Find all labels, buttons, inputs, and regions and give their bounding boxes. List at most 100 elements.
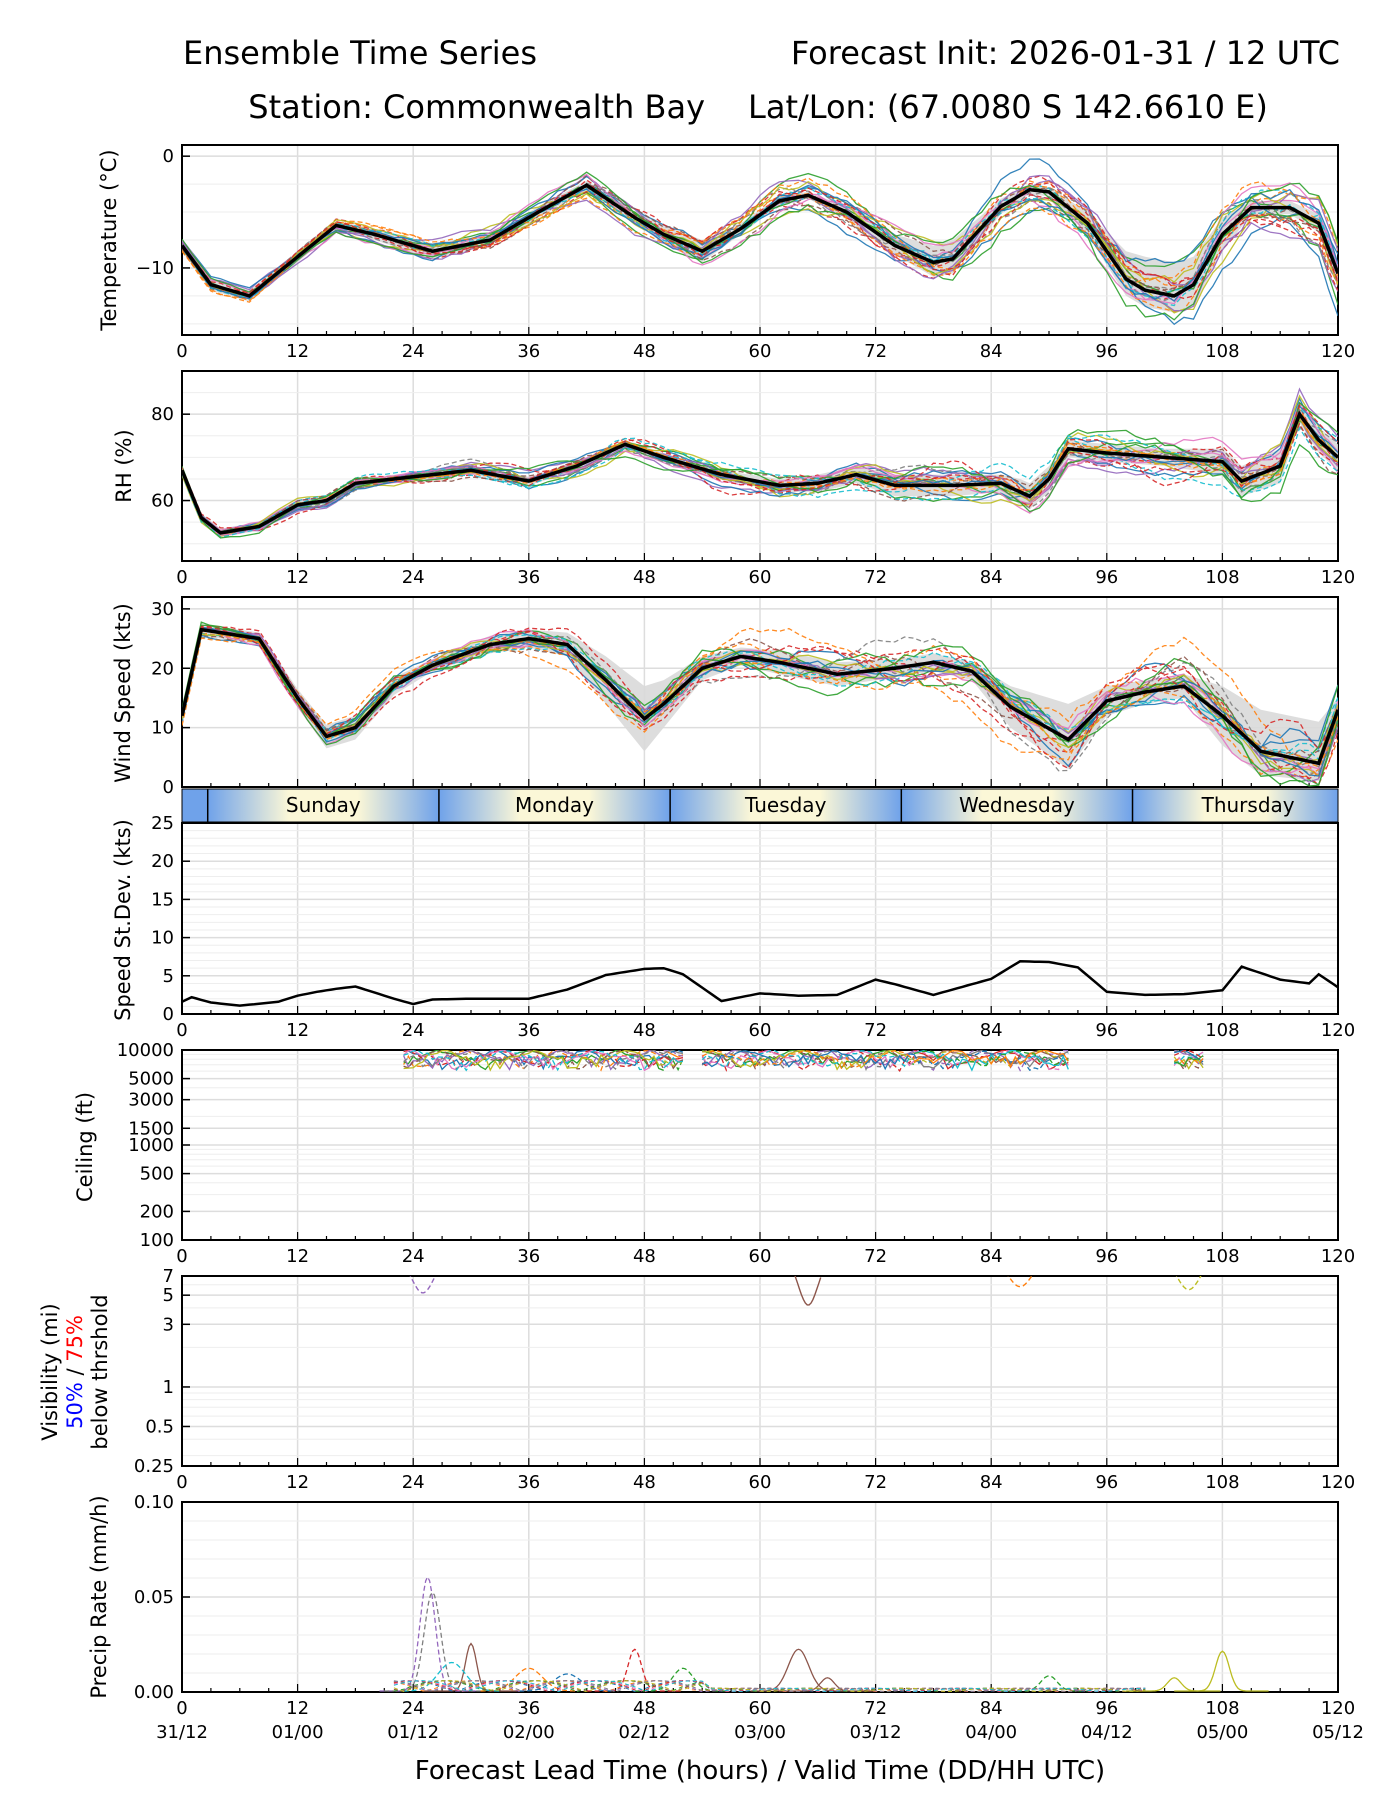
xticklabels-0: 0 12 24 36 48 60 72 84 96 108 120 xyxy=(176,341,1355,362)
stdev-line xyxy=(182,960,1338,1007)
xtick-label: 36 xyxy=(517,1246,540,1267)
xtick-label: 108 xyxy=(1205,1698,1239,1719)
xtick-label: 96 xyxy=(1095,1472,1118,1493)
ensemble-member-line xyxy=(182,404,1338,533)
ceiling-member-line xyxy=(403,1050,665,1071)
ceiling-member-line xyxy=(663,1060,684,1067)
ytick-label: 5 xyxy=(163,1285,174,1306)
xtick-label: 48 xyxy=(633,1246,656,1267)
xtick-label: 72 xyxy=(864,1020,887,1041)
xtick-label: 96 xyxy=(1095,1698,1118,1719)
ensemble-member-line xyxy=(182,415,1338,533)
ceiling-member-line xyxy=(1174,1056,1204,1071)
precip-member-line xyxy=(384,1591,481,1692)
xtick-label: 84 xyxy=(980,1698,1003,1719)
ceiling-member-line xyxy=(913,1050,1069,1067)
panel-frame xyxy=(181,596,1339,788)
valid-time-label: 03/12 xyxy=(850,1722,902,1743)
xtick-label: 60 xyxy=(749,1698,772,1719)
ensemble-member-line xyxy=(182,627,1338,779)
xtick-label: 60 xyxy=(749,1472,772,1493)
ensemble-mean-line xyxy=(182,410,1338,535)
xtick-label: 108 xyxy=(1205,567,1239,588)
xtick-label: 24 xyxy=(402,341,425,362)
xtick-label: 108 xyxy=(1205,1020,1239,1041)
ytick-label: 200 xyxy=(140,1201,174,1222)
day-band-segment xyxy=(901,789,1133,822)
precip-member-line xyxy=(1174,1650,1269,1692)
ytick-label: 100 xyxy=(140,1230,174,1251)
xtick-label: 36 xyxy=(517,341,540,362)
xtick-label: 96 xyxy=(1095,1246,1118,1267)
xtick-label: 24 xyxy=(402,1020,425,1041)
valid-time-label: 01/12 xyxy=(387,1722,439,1743)
ceiling-member-line xyxy=(701,1050,915,1071)
xtick-label: 120 xyxy=(1321,1472,1355,1493)
xtick-label: 48 xyxy=(633,567,656,588)
ceiling-member-line xyxy=(402,1050,664,1071)
ceiling-member-line xyxy=(663,1050,684,1058)
valid-time-label: 04/00 xyxy=(965,1722,1017,1743)
xtick-label: 72 xyxy=(864,567,887,588)
ytick-label: 0.10 xyxy=(134,1492,174,1513)
panel-frame xyxy=(181,1275,1339,1467)
series-layer-temperature xyxy=(182,158,1338,326)
ceiling-member-line xyxy=(913,1050,1069,1072)
precip-member-line xyxy=(393,1680,1146,1692)
xtick-label: 12 xyxy=(286,1020,309,1041)
panel-visibility: 0.25 0.5 1 3 57 xyxy=(134,1266,1339,1477)
ytick-label: 15 xyxy=(151,889,174,910)
ytick-label: 0.5 xyxy=(145,1416,174,1437)
xtick-label: 120 xyxy=(1321,1020,1355,1041)
title-right-line2: Lat/Lon: (67.0080 S 142.6610 E) xyxy=(748,88,1268,126)
xticklabels-3: 0 12 24 36 48 60 72 84 96 108 120 xyxy=(176,1020,1355,1041)
xtick-label: 24 xyxy=(402,1472,425,1493)
ensemble-member-line xyxy=(182,635,1338,775)
xtick-label: 84 xyxy=(980,1246,1003,1267)
xtick-label: 120 xyxy=(1321,1698,1355,1719)
ceiling-member-line xyxy=(663,1056,684,1069)
precip-member-line xyxy=(750,1648,845,1692)
series-layer-ceiling xyxy=(402,1050,1204,1073)
ytick-label: 25 xyxy=(151,813,174,834)
ytick-label: −10 xyxy=(136,258,174,279)
xticklabels-5: 0 12 24 36 48 60 72 84 96 108 120 xyxy=(176,1472,1355,1493)
ylabel-ceiling: Ceiling (ft) xyxy=(73,1092,97,1202)
xtick-label: 0 xyxy=(176,1020,187,1041)
xtick-label: 72 xyxy=(864,1472,887,1493)
series-layer-precip xyxy=(379,1575,1269,1692)
xtick-label: 84 xyxy=(980,567,1003,588)
ceiling-member-line xyxy=(403,1050,665,1070)
ceiling-member-line xyxy=(403,1050,665,1072)
ensemble-member-line xyxy=(182,426,1338,538)
ensemble-member-line xyxy=(182,627,1338,770)
day-label: Monday xyxy=(515,793,594,817)
day-band-segment xyxy=(670,789,902,822)
visibility-member-line xyxy=(1175,1276,1202,1291)
xtick-label: 108 xyxy=(1205,1246,1239,1267)
ytick-label: 0.05 xyxy=(134,1587,174,1608)
ylabel-wind-speed: Wind Speed (kts) xyxy=(111,603,135,783)
ylabel-visibility-line1: Visibility (mi) xyxy=(38,1303,62,1440)
xtick-label: 12 xyxy=(286,341,309,362)
valid-time-label: 02/12 xyxy=(618,1722,670,1743)
visibility-member-line xyxy=(1007,1276,1033,1288)
day-band-segment xyxy=(1132,789,1338,822)
title-left-line1: Ensemble Time Series xyxy=(183,34,537,72)
valid-time-label: 01/00 xyxy=(272,1722,324,1743)
xtick-label: 12 xyxy=(286,567,309,588)
ytick-label: 60 xyxy=(151,491,174,512)
valid-time-label: 04/12 xyxy=(1081,1722,1133,1743)
precip-member-line xyxy=(586,1648,681,1692)
xtick-label: 120 xyxy=(1321,567,1355,588)
panel-frame xyxy=(181,1049,1339,1241)
ceiling-member-line xyxy=(913,1050,1069,1069)
ytick-label: 10 xyxy=(151,718,174,739)
ytick-label: 10 xyxy=(151,928,174,949)
ceiling-member-line xyxy=(701,1050,915,1068)
xtick-label: 60 xyxy=(749,1246,772,1267)
ytick-label: 20 xyxy=(151,658,174,679)
ytick-label: 0.25 xyxy=(134,1456,174,1477)
precip-member-line xyxy=(379,1575,476,1692)
